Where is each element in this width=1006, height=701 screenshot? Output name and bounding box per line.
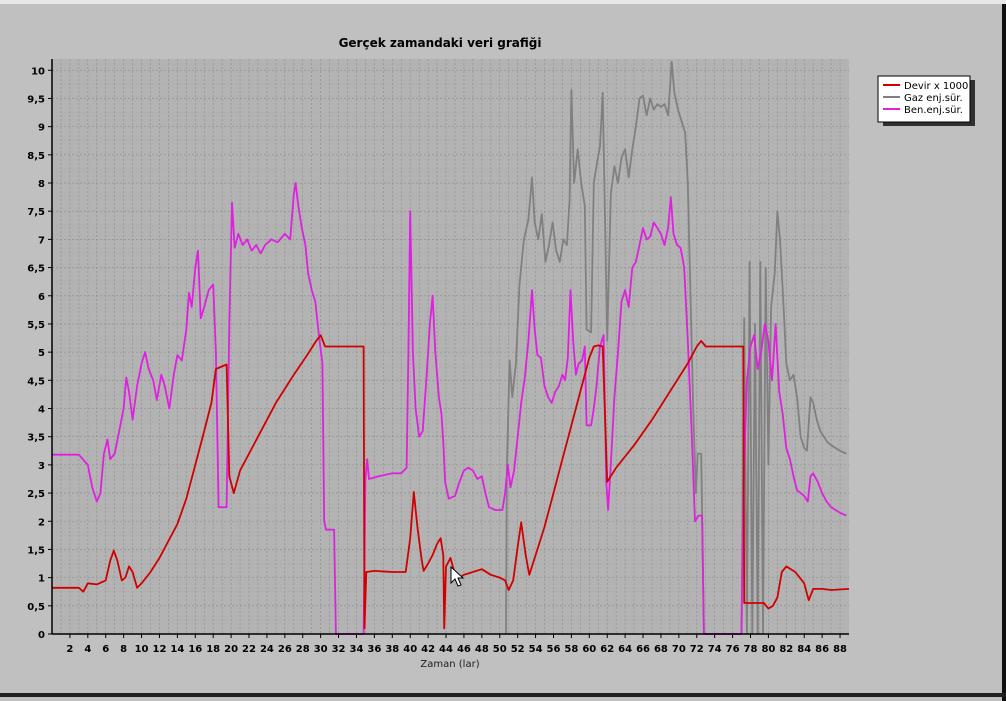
x-tick-label: 40 <box>403 644 417 655</box>
series-line-0 <box>52 334 850 630</box>
y-tick-label: 2,5 <box>27 489 45 500</box>
y-tick-label: 0,5 <box>27 602 45 613</box>
x-axis-ticks: 2 4 6 8 10 12 14 16 18 20 22 24 26 28 30 32 34 36 38 40 42 44… <box>66 634 847 655</box>
x-tick-label: 62 <box>600 644 614 655</box>
x-tick-label: 74 <box>708 644 722 655</box>
x-tick-label: 22 <box>242 644 256 655</box>
x-tick-label: 58 <box>564 644 578 655</box>
y-tick-label: 2 <box>38 517 45 528</box>
x-tick-label: 6 <box>102 644 109 655</box>
y-tick-label: 8,5 <box>27 151 45 162</box>
x-tick-label: 56 <box>547 644 561 655</box>
y-tick-label: 1,5 <box>27 545 45 556</box>
x-tick-label: 66 <box>636 644 650 655</box>
x-tick-label: 20 <box>224 644 238 655</box>
y-tick-label: 6 <box>38 292 45 303</box>
x-tick-label: 86 <box>815 644 829 655</box>
y-tick-label: 10 <box>31 66 45 77</box>
x-tick-label: 70 <box>672 644 686 655</box>
x-tick-label: 50 <box>493 644 507 655</box>
x-tick-label: 82 <box>779 644 793 655</box>
y-tick-label: 7 <box>38 235 45 246</box>
x-tick-label: 30 <box>314 644 328 655</box>
x-tick-label: 2 <box>66 644 73 655</box>
x-tick-label: 88 <box>833 644 847 655</box>
legend-label: Ben.enj.sür. <box>904 105 963 116</box>
x-tick-label: 24 <box>260 644 274 655</box>
y-tick-label: 5,5 <box>27 320 45 331</box>
x-tick-label: 28 <box>296 644 310 655</box>
x-tick-label: 8 <box>120 644 127 655</box>
y-tick-label: 9,5 <box>27 94 45 105</box>
x-tick-label: 54 <box>529 644 543 655</box>
y-tick-label: 5 <box>38 348 45 359</box>
x-tick-label: 52 <box>511 644 525 655</box>
chart-title: Gerçek zamandaki veri grafiği <box>339 36 542 50</box>
legend-label: Gaz enj.sür. <box>904 93 963 104</box>
y-tick-label: 4 <box>38 405 45 416</box>
y-tick-label: 3,5 <box>27 433 45 444</box>
y-tick-label: 4,5 <box>27 376 45 387</box>
x-tick-label: 16 <box>188 644 202 655</box>
legend-label: Devir x 1000 <box>904 81 968 92</box>
x-tick-label: 26 <box>278 644 292 655</box>
y-tick-label: 6,5 <box>27 264 45 275</box>
series-lines <box>52 60 850 635</box>
x-tick-label: 72 <box>690 644 704 655</box>
x-tick-label: 46 <box>457 644 471 655</box>
window-frame-bottom <box>0 693 1006 697</box>
y-tick-label: 9 <box>38 123 45 134</box>
x-tick-label: 60 <box>582 644 596 655</box>
window-frame-right <box>1002 4 1006 701</box>
x-tick-label: 48 <box>475 644 489 655</box>
y-tick-label: 1 <box>38 574 45 585</box>
x-tick-label: 38 <box>385 644 399 655</box>
x-tick-label: 4 <box>84 644 91 655</box>
x-tick-label: 32 <box>332 644 346 655</box>
grid-lines <box>52 59 849 634</box>
series-line-1 <box>505 60 847 635</box>
mouse-cursor-icon <box>450 565 465 587</box>
x-tick-label: 14 <box>170 644 184 655</box>
y-tick-label: 0 <box>38 630 45 641</box>
x-tick-label: 78 <box>744 644 758 655</box>
x-tick-label: 64 <box>618 644 632 655</box>
x-tick-label: 44 <box>439 644 453 655</box>
legend-box <box>877 75 971 123</box>
x-tick-label: 84 <box>797 644 811 655</box>
x-tick-label: 18 <box>206 644 220 655</box>
x-tick-label: 36 <box>367 644 381 655</box>
y-axis-ticks: 0 0,5 1 1,5 2 2,5 3 3,5 4 4,5 5 5,5 6 6,5 7 7,5 8 8,5 9 9,5… <box>27 66 52 641</box>
series-line-2 <box>52 182 847 635</box>
x-tick-label: 68 <box>654 644 668 655</box>
x-tick-label: 80 <box>761 644 775 655</box>
x-tick-label: 76 <box>726 644 740 655</box>
x-tick-label: 34 <box>350 644 364 655</box>
x-axis-label: Zaman (lar) <box>420 659 479 670</box>
chart-canvas: Gerçek zamandaki veri grafiği 00,511,522… <box>27 36 975 670</box>
x-tick-label: 42 <box>421 644 435 655</box>
x-tick-label: 12 <box>152 644 166 655</box>
y-tick-label: 7,5 <box>27 207 45 218</box>
x-tick-label: 10 <box>135 644 149 655</box>
y-tick-label: 3 <box>38 461 45 472</box>
y-tick-label: 8 <box>38 179 45 190</box>
